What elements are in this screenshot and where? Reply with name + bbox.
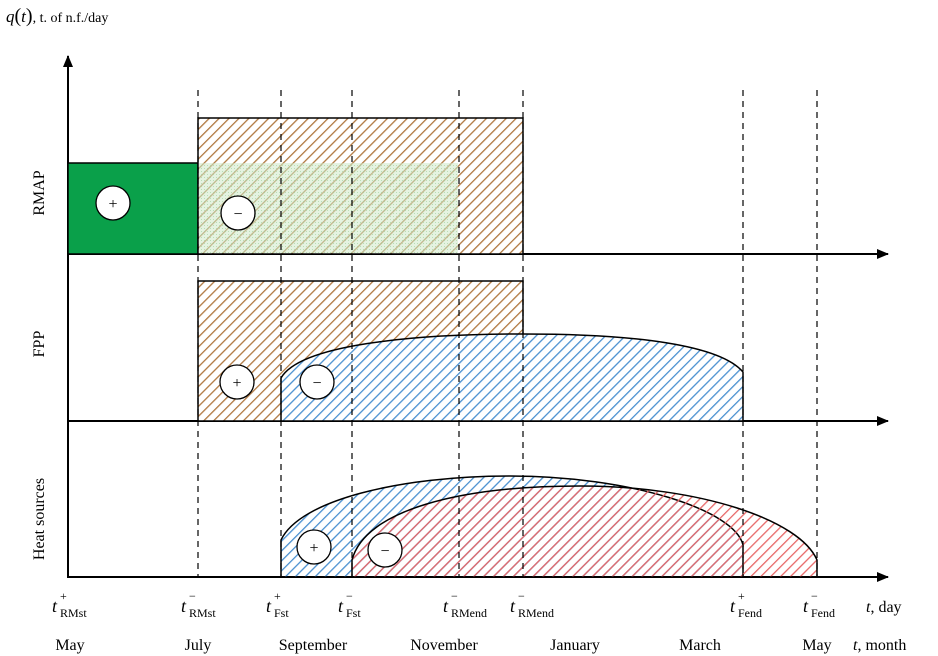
month-label: July [185,637,212,654]
svg-text:t: t [510,596,516,616]
svg-text:+: + [60,589,67,603]
panel-label-fpp: FPP [31,331,48,358]
svg-text:RMst: RMst [60,606,87,620]
svg-text:t: t [266,596,272,616]
svg-text:+: + [108,196,117,213]
svg-text:t: t [730,596,736,616]
rmap-green-block [67,162,199,255]
svg-text:RMend: RMend [451,606,487,620]
svg-text:RMend: RMend [518,606,554,620]
heat-minus-marker: − [367,532,403,568]
fpp-blue-hatch-area [280,333,744,422]
time-label-fst-plus: t + Fst [266,589,289,620]
svg-text:Fst: Fst [346,606,361,620]
svg-text:+: + [738,589,745,603]
month-label: March [679,637,721,654]
heat-plus-marker: + [296,529,332,565]
svg-text:Fend: Fend [811,606,835,620]
svg-text:Fst: Fst [274,606,289,620]
svg-text:−: − [518,589,525,603]
svg-text:+: + [309,540,318,557]
svg-text:t: t [338,596,344,616]
svg-text:+: + [232,375,241,392]
month-label: September [279,637,348,654]
rmap-minus-marker: − [220,195,256,231]
time-label-fend-minus: t − Fend [803,589,835,620]
time-label-rmend-minus: t − RMend [443,589,487,620]
svg-text:t: t [803,596,809,616]
panel-label-rmap: RMAP [31,170,48,215]
svg-text:−: − [233,206,242,223]
svg-text:−: − [451,589,458,603]
month-label: May [55,637,84,654]
dashed-time-lines [197,90,818,577]
time-label-rmst-minus: t − RMst [181,589,216,620]
month-label: January [550,637,600,654]
month-label: November [410,637,478,654]
x-axis-day-label: t, day [866,599,902,616]
x-axis-month-label: t, month [853,637,906,654]
svg-text:−: − [380,543,389,560]
svg-text:−: − [346,589,353,603]
heat-red-hatch-area [351,485,818,578]
time-label-rmend-plus: t − RMend [510,589,554,620]
svg-text:−: − [189,589,196,603]
svg-text:Fend: Fend [738,606,762,620]
time-label-fst-minus: t − Fst [338,589,361,620]
rmap-plus-marker: + [95,185,131,221]
svg-text:t: t [52,596,58,616]
month-label: May [802,637,831,654]
svg-text:+: + [274,589,281,603]
time-label-rmst-plus: t + RMst [52,589,87,620]
y-axis-label: q(t), t. of n.f./day [6,5,108,27]
svg-text:−: − [312,375,321,392]
svg-text:RMst: RMst [189,606,216,620]
fpp-plus-marker: + [219,364,255,400]
svg-text:t: t [443,596,449,616]
svg-text:t: t [181,596,187,616]
panel-label-heat-sources: Heat sources [31,478,48,560]
fpp-minus-marker: − [299,364,335,400]
time-label-fend-plus: t + Fend [730,589,762,620]
svg-text:−: − [811,589,818,603]
